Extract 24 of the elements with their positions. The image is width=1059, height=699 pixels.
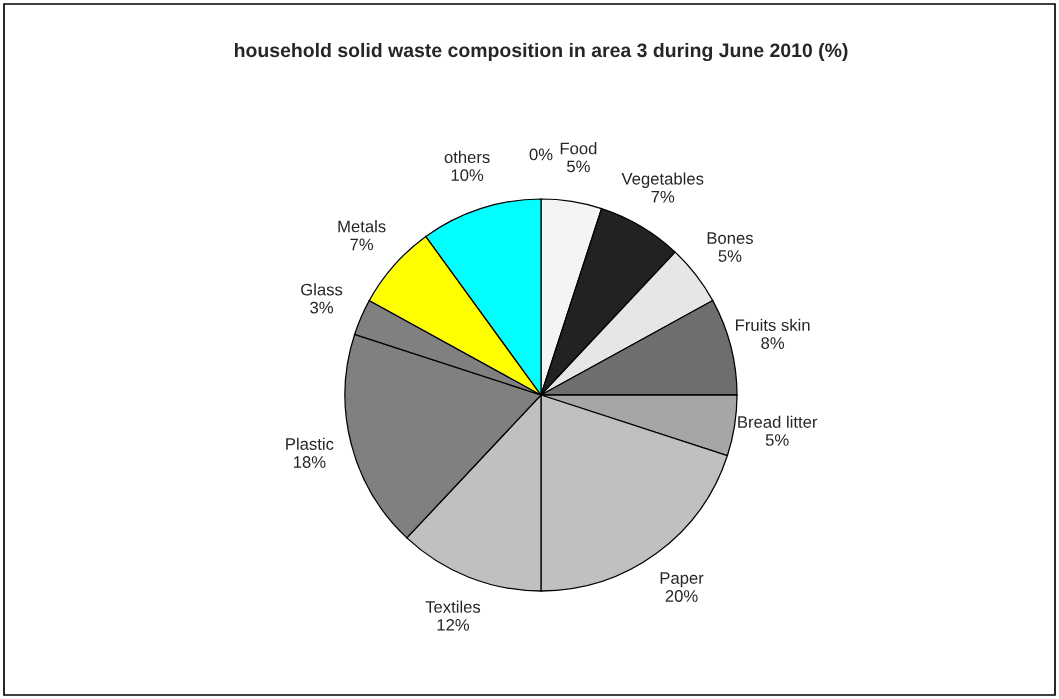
data-label: 7% [350, 238, 374, 251]
slice-label: Bones [707, 232, 753, 244]
data-label: 7% [651, 190, 675, 203]
data-label: 18% [293, 456, 326, 468]
data-label: 5% [567, 160, 590, 173]
slice-label: Vegetables [621, 172, 704, 188]
slice-label: Fruits skin [736, 318, 810, 332]
slice-label: Bread litter [738, 415, 818, 428]
data-label: 12% [437, 618, 470, 631]
slice-label: Textiles [425, 600, 481, 613]
chart-title: household solid waste composition in area 3 during June 2010 (%) [234, 42, 848, 62]
data-label: 20% [665, 590, 698, 602]
text: 0% [529, 148, 553, 161]
slice-label: Plastic [286, 437, 334, 450]
data-label: 8% [761, 337, 785, 349]
slice-label: Metals [338, 220, 386, 233]
slice-label: Food [560, 142, 597, 155]
slice-label: Paper [660, 572, 704, 588]
slice-label: others [444, 150, 490, 164]
data-label: 3% [310, 301, 333, 314]
data-label: 10% [451, 169, 484, 182]
data-label: 5% [718, 250, 742, 262]
slice-label: Glass [301, 283, 343, 296]
data-label: 5% [765, 434, 789, 446]
